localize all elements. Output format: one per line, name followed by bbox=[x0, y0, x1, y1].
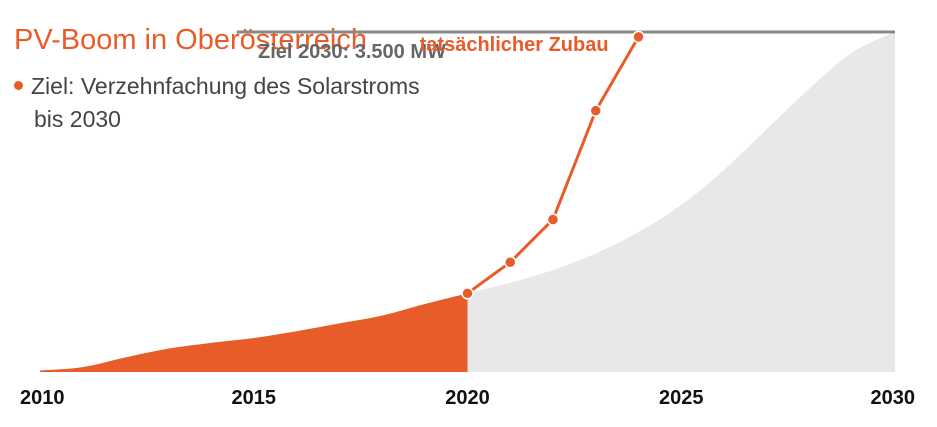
actual-point bbox=[461, 287, 474, 300]
actual-point bbox=[589, 104, 602, 117]
x-tick-label: 2015 bbox=[232, 387, 277, 409]
subtitle-line-1: Ziel: Verzehnfachung des Solarstroms bbox=[31, 73, 420, 99]
x-tick-label: 2030 bbox=[871, 387, 916, 409]
x-tick-label: 2025 bbox=[659, 387, 704, 409]
bullet-icon bbox=[14, 81, 23, 91]
actual-point bbox=[546, 213, 560, 226]
x-tick-label: 2010 bbox=[20, 387, 65, 409]
target-area bbox=[467, 32, 895, 372]
subtitle-line-2: bis 2030 bbox=[34, 106, 121, 132]
actual-point bbox=[504, 255, 517, 269]
target-label: Ziel 2030: 3.500 MW bbox=[258, 41, 446, 63]
chart-title: PV-Boom in Oberösterreich bbox=[14, 24, 367, 56]
chart-subtitle: Ziel: Verzehnfachung des Solarstroms bis… bbox=[14, 70, 494, 136]
x-tick-label: 2020 bbox=[445, 387, 490, 409]
actual-point bbox=[632, 30, 645, 44]
actual-label: tatsächlicher Zubau bbox=[420, 34, 609, 56]
historical-area bbox=[40, 293, 468, 372]
